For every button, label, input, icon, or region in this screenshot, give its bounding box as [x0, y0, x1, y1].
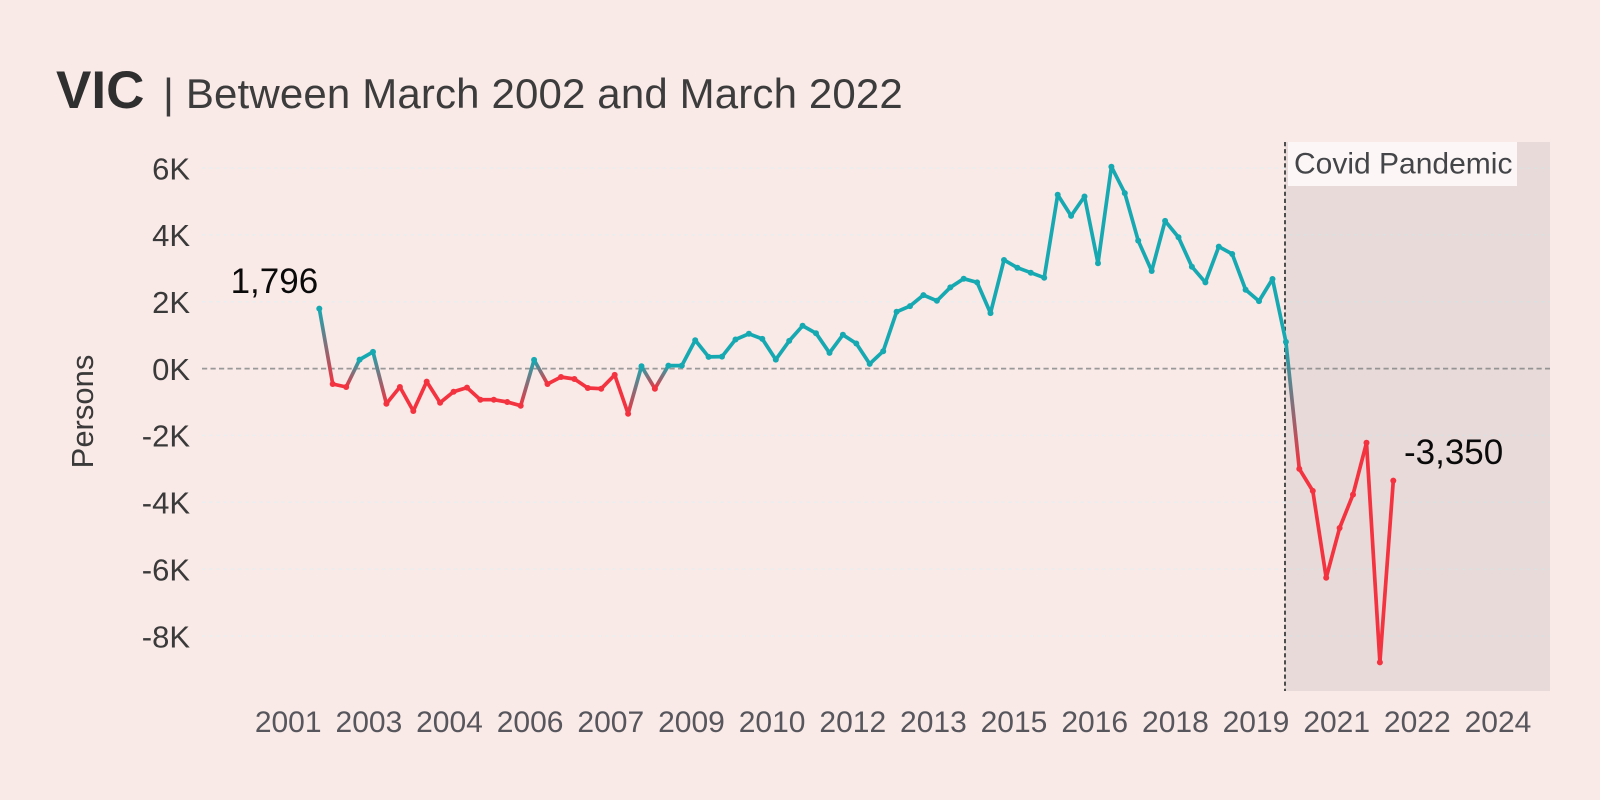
svg-text:2K: 2K	[152, 285, 190, 320]
svg-text:Persons: Persons	[65, 355, 100, 469]
svg-text:2001: 2001	[255, 706, 322, 739]
svg-text:| Between March 2002 and March: | Between March 2002 and March 2022	[163, 70, 903, 117]
svg-text:-8K: -8K	[142, 619, 191, 654]
svg-text:-6K: -6K	[142, 552, 191, 587]
svg-text:2013: 2013	[900, 706, 967, 739]
svg-text:6K: 6K	[152, 151, 190, 186]
svg-text:-2K: -2K	[142, 419, 191, 454]
svg-text:2022: 2022	[1384, 706, 1451, 739]
svg-text:VIC: VIC	[56, 61, 144, 120]
svg-text:2004: 2004	[416, 706, 483, 739]
svg-text:2018: 2018	[1142, 706, 1209, 739]
svg-text:2009: 2009	[658, 706, 725, 739]
svg-text:1,796: 1,796	[231, 262, 319, 301]
svg-text:-4K: -4K	[142, 486, 191, 521]
svg-text:2024: 2024	[1465, 706, 1532, 739]
svg-text:2010: 2010	[739, 706, 806, 739]
svg-text:2003: 2003	[336, 706, 403, 739]
svg-text:2016: 2016	[1061, 706, 1128, 739]
svg-text:2015: 2015	[981, 706, 1048, 739]
svg-text:-3,350: -3,350	[1404, 433, 1503, 472]
svg-text:2007: 2007	[577, 706, 644, 739]
svg-text:2021: 2021	[1303, 706, 1370, 739]
svg-text:2012: 2012	[819, 706, 886, 739]
svg-text:2006: 2006	[497, 706, 564, 739]
svg-text:4K: 4K	[152, 218, 190, 253]
svg-text:2019: 2019	[1223, 706, 1290, 739]
svg-text:Covid Pandemic: Covid Pandemic	[1294, 148, 1512, 181]
svg-text:0K: 0K	[152, 352, 190, 387]
